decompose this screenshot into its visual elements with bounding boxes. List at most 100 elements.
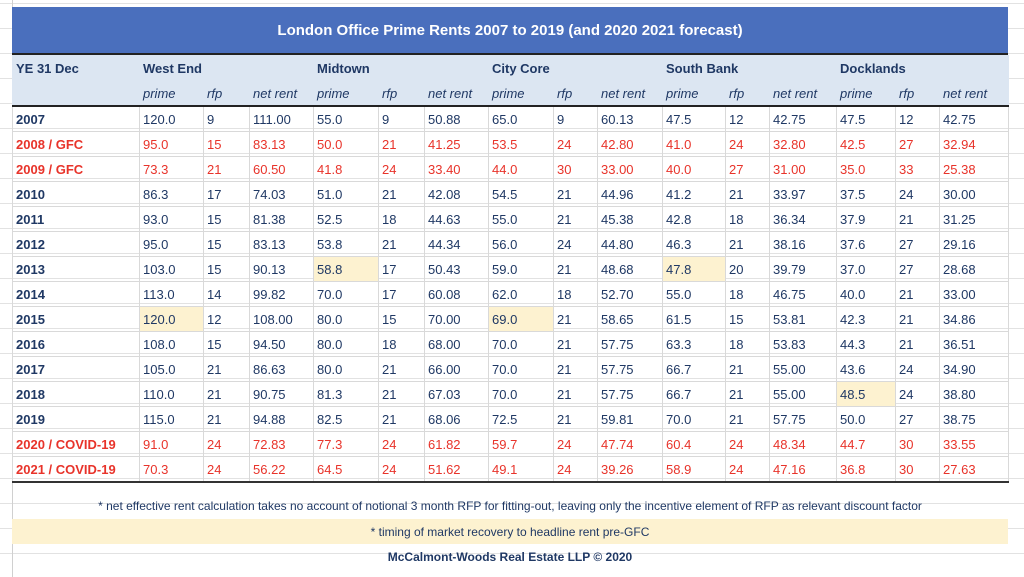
rfp-cell: 18 bbox=[725, 281, 771, 307]
prime-cell: 53.5 bbox=[488, 131, 554, 157]
rfp-cell: 21 bbox=[203, 381, 250, 407]
net-rent-cell: 57.75 bbox=[596, 356, 664, 382]
rfp-cell: 9 bbox=[553, 105, 598, 132]
prime-cell: 91.0 bbox=[139, 431, 204, 457]
prime-cell: 44.7 bbox=[836, 431, 897, 457]
prime-cell: 70.0 bbox=[488, 331, 554, 357]
rfp-cell: 21 bbox=[553, 356, 598, 382]
net-rent-cell: 33.00 bbox=[596, 156, 664, 182]
subcolumn-header-prime: prime bbox=[662, 80, 727, 107]
subcolumn-header-prime: prime bbox=[139, 80, 204, 107]
prime-cell: 58.9 bbox=[662, 456, 727, 483]
prime-cell: 55.0 bbox=[662, 281, 727, 307]
net-rent-cell: 42.75 bbox=[939, 105, 1010, 132]
rfp-cell: 21 bbox=[553, 331, 598, 357]
net-rent-cell: 99.82 bbox=[249, 281, 314, 307]
subcolumn-header-net-rent: net rent bbox=[249, 80, 314, 107]
net-rent-cell: 67.03 bbox=[424, 381, 489, 407]
district-header: South Bank bbox=[662, 55, 838, 81]
net-rent-cell: 39.26 bbox=[596, 456, 664, 483]
net-rent-cell: 53.83 bbox=[769, 331, 838, 357]
net-rent-cell: 33.97 bbox=[769, 181, 838, 207]
net-rent-cell: 42.75 bbox=[769, 105, 838, 132]
net-rent-cell: 86.63 bbox=[249, 356, 314, 382]
subcolumn-header-rfp: rfp bbox=[378, 80, 425, 107]
net-rent-cell: 42.08 bbox=[424, 181, 489, 207]
rfp-cell: 17 bbox=[203, 181, 250, 207]
prime-cell: 120.0 bbox=[139, 306, 204, 332]
table-row: 2021 / COVID-19 70.3 24 56.22 64.5 24 51.62 49.… bbox=[12, 456, 1010, 483]
year-column-header-blank bbox=[12, 80, 140, 107]
rfp-cell: 24 bbox=[895, 181, 941, 207]
prime-cell: 44.3 bbox=[836, 331, 897, 357]
net-rent-cell: 31.25 bbox=[939, 206, 1010, 232]
net-rent-cell: 57.75 bbox=[769, 406, 838, 432]
prime-cell: 63.3 bbox=[662, 331, 727, 357]
row-year: 2017 bbox=[12, 356, 140, 382]
row-year: 2008 / GFC bbox=[12, 131, 140, 157]
net-rent-cell: 48.34 bbox=[769, 431, 838, 457]
prime-cell: 40.0 bbox=[836, 281, 897, 307]
net-rent-cell: 36.51 bbox=[939, 331, 1010, 357]
rfp-cell: 17 bbox=[378, 281, 425, 307]
table-row: 2014 113.0 14 99.82 70.0 17 60.08 62.0 18 52.70 55… bbox=[12, 281, 1010, 307]
rfp-cell: 18 bbox=[553, 281, 598, 307]
rfp-cell: 18 bbox=[378, 206, 425, 232]
rfp-cell: 18 bbox=[725, 331, 771, 357]
prime-cell: 60.4 bbox=[662, 431, 727, 457]
subcolumn-header-prime: prime bbox=[313, 80, 379, 107]
prime-cell: 95.0 bbox=[139, 131, 204, 157]
net-rent-cell: 29.16 bbox=[939, 231, 1010, 257]
net-rent-cell: 45.38 bbox=[596, 206, 664, 232]
rfp-cell: 21 bbox=[378, 406, 425, 432]
prime-cell: 47.8 bbox=[662, 256, 727, 282]
rfp-cell: 24 bbox=[725, 456, 771, 483]
prime-cell: 55.0 bbox=[313, 105, 379, 132]
rfp-cell: 15 bbox=[203, 231, 250, 257]
prime-cell: 47.5 bbox=[662, 105, 727, 132]
row-year: 2013 bbox=[12, 256, 140, 282]
row-year: 2010 bbox=[12, 181, 140, 207]
net-rent-cell: 68.06 bbox=[424, 406, 489, 432]
prime-cell: 42.3 bbox=[836, 306, 897, 332]
prime-cell: 58.8 bbox=[313, 256, 379, 282]
prime-cell: 93.0 bbox=[139, 206, 204, 232]
net-rent-cell: 59.81 bbox=[596, 406, 664, 432]
net-rent-cell: 44.34 bbox=[424, 231, 489, 257]
net-rent-cell: 42.80 bbox=[596, 131, 664, 157]
table-row: 2008 / GFC 95.0 15 83.13 50.0 21 41.25 53.5 24 42… bbox=[12, 131, 1010, 157]
net-rent-cell: 81.38 bbox=[249, 206, 314, 232]
rfp-cell: 21 bbox=[895, 331, 941, 357]
rfp-cell: 14 bbox=[203, 281, 250, 307]
footnote-highlight: * timing of market recovery to headline … bbox=[12, 519, 1008, 544]
net-rent-cell: 60.13 bbox=[596, 105, 664, 132]
prime-cell: 69.0 bbox=[488, 306, 554, 332]
subcolumn-header-net-rent: net rent bbox=[769, 80, 838, 107]
prime-cell: 51.0 bbox=[313, 181, 379, 207]
table-row: 2010 86.3 17 74.03 51.0 21 42.08 54.5 21 44.96 41.… bbox=[12, 181, 1010, 207]
table-row: 2018 110.0 21 90.75 81.3 21 67.03 70.0 21 57.75 66… bbox=[12, 381, 1010, 407]
row-year: 2015 bbox=[12, 306, 140, 332]
row-year: 2007 bbox=[12, 105, 140, 132]
prime-cell: 65.0 bbox=[488, 105, 554, 132]
rfp-cell: 21 bbox=[725, 381, 771, 407]
rfp-cell: 30 bbox=[553, 156, 598, 182]
rfp-cell: 21 bbox=[725, 406, 771, 432]
prime-cell: 37.9 bbox=[836, 206, 897, 232]
rfp-cell: 15 bbox=[203, 331, 250, 357]
rfp-cell: 21 bbox=[553, 256, 598, 282]
net-rent-cell: 50.88 bbox=[424, 105, 489, 132]
net-rent-cell: 56.22 bbox=[249, 456, 314, 483]
net-rent-cell: 30.00 bbox=[939, 181, 1010, 207]
row-year: 2019 bbox=[12, 406, 140, 432]
net-rent-cell: 58.65 bbox=[596, 306, 664, 332]
prime-cell: 52.5 bbox=[313, 206, 379, 232]
rfp-cell: 33 bbox=[895, 156, 941, 182]
net-rent-cell: 44.80 bbox=[596, 231, 664, 257]
net-rent-cell: 51.62 bbox=[424, 456, 489, 483]
net-rent-cell: 47.16 bbox=[769, 456, 838, 483]
rfp-cell: 24 bbox=[553, 431, 598, 457]
prime-cell: 43.6 bbox=[836, 356, 897, 382]
rfp-cell: 21 bbox=[378, 131, 425, 157]
table-row: 2013 103.0 15 90.13 58.8 17 50.43 59.0 21 48.68 47… bbox=[12, 256, 1010, 282]
